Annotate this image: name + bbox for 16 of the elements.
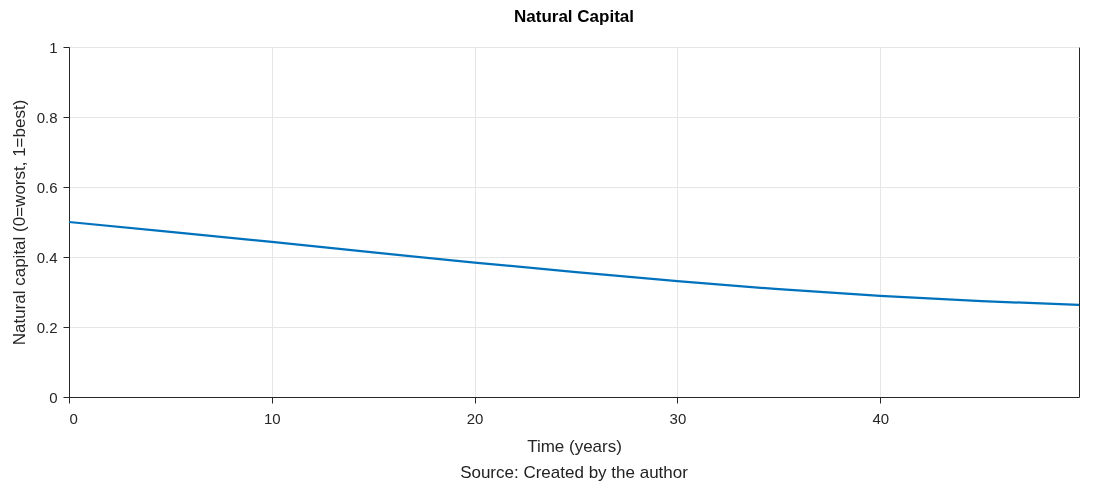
line-series [67,220,1081,307]
y-tick-label: 0.2 [36,318,58,336]
x-tick-label: 10 [263,409,281,427]
x-tick-label: 40 [872,409,890,427]
x-tick-label: 20 [466,409,484,427]
x-tick-label: 30 [669,409,687,427]
x-tick-label: 0 [69,409,78,427]
y-tick-label: 0.6 [36,178,58,196]
y-tick-label: 1 [49,38,58,56]
x-axis-title: Time (years) [527,436,622,456]
chart-title: Natural Capital [514,7,634,26]
y-tick-label: 0 [49,388,58,406]
source-note: Source: Created by the author [460,463,689,482]
y-tick-label: 0.8 [36,108,58,126]
y-tick-label: 0.4 [36,248,58,266]
y-axis-title: Natural capital (0=worst, 1=best) [9,99,29,346]
